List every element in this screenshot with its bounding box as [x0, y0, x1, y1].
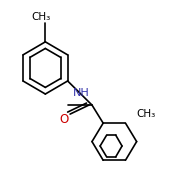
Text: CH₃: CH₃	[137, 109, 156, 119]
Text: CH₃: CH₃	[31, 12, 50, 22]
Text: NH: NH	[72, 88, 89, 98]
Text: O: O	[59, 113, 68, 126]
